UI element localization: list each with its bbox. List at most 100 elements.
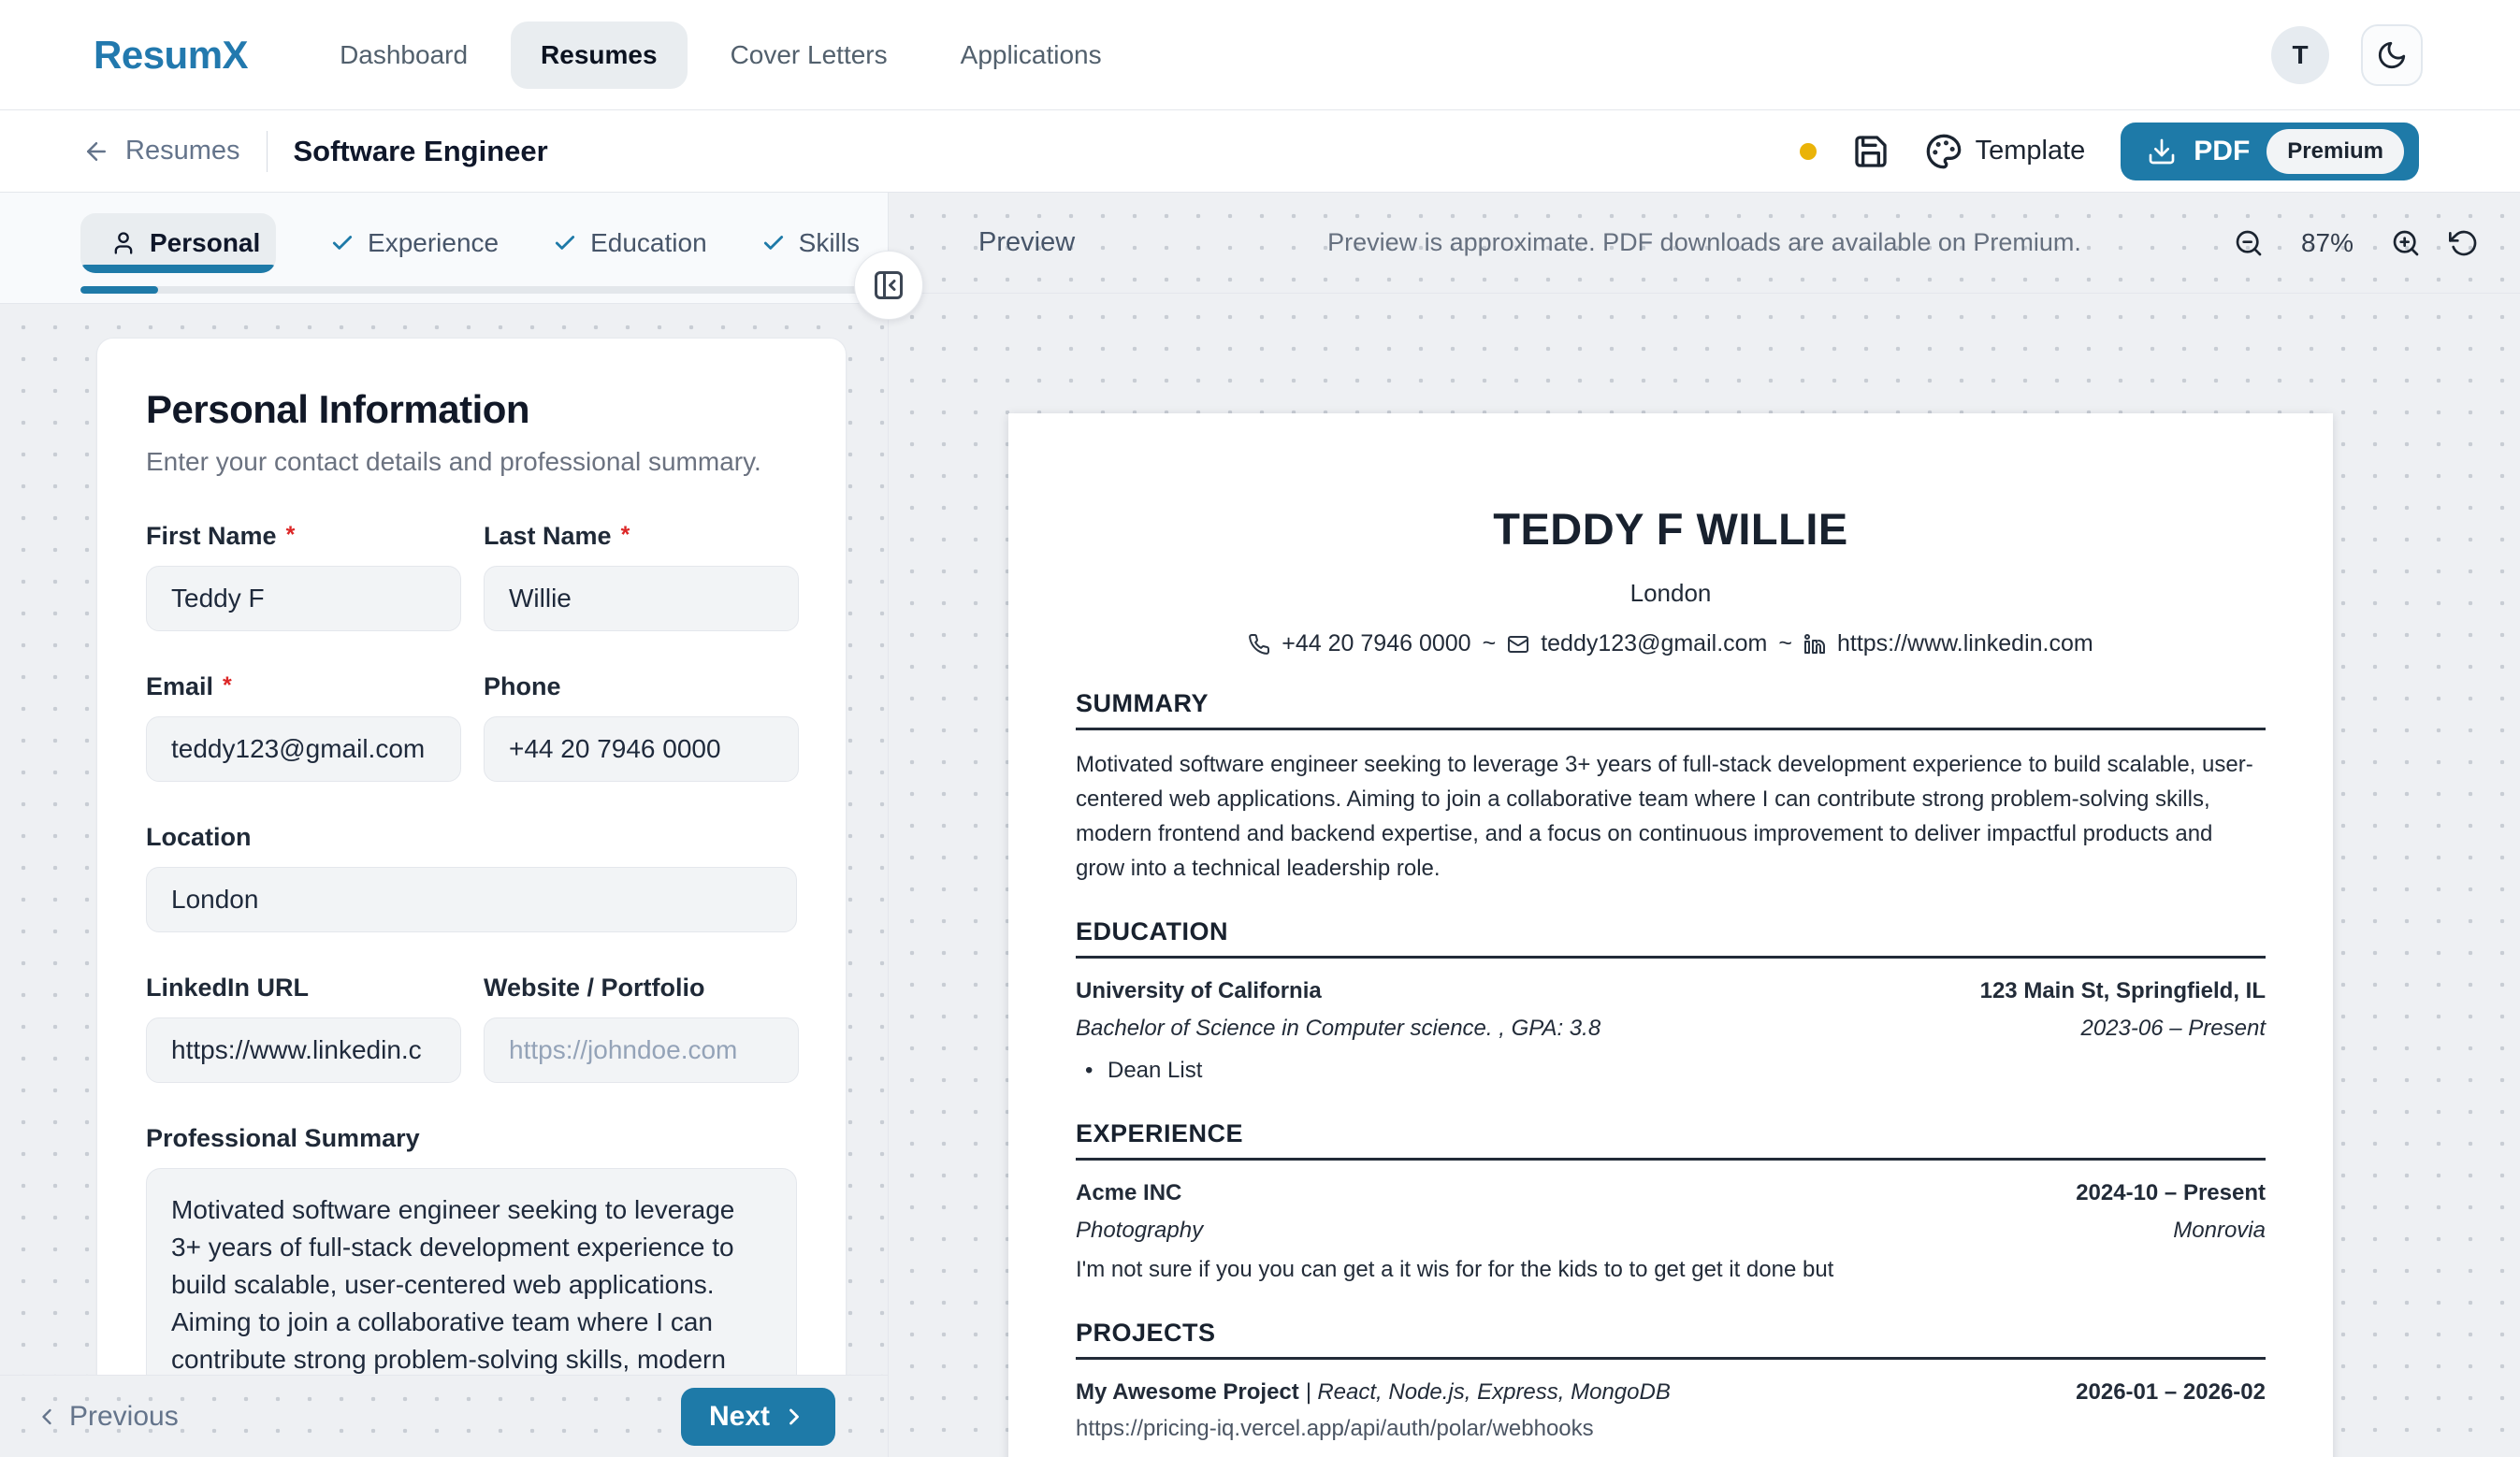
resume-summary-section: SUMMARY Motivated software engineer seek… bbox=[1076, 689, 2266, 886]
required-asterisk: * bbox=[223, 672, 232, 699]
website-label: Website / Portfolio bbox=[484, 974, 705, 1002]
resume-projects-section: PROJECTS My Awesome Project | React, Nod… bbox=[1076, 1319, 2266, 1457]
contact-separator: ~ bbox=[1778, 630, 1792, 656]
editor-panel: Personal Experience Education bbox=[0, 193, 889, 1457]
first-name-field[interactable] bbox=[146, 566, 461, 631]
divider bbox=[266, 130, 268, 172]
resume-page: TEDDY F WILLIE London +44 20 7946 0000 ~… bbox=[1008, 413, 2333, 1457]
preview-canvas[interactable]: TEDDY F WILLIE London +44 20 7946 0000 ~… bbox=[889, 294, 2520, 1457]
main-nav: Dashboard Resumes Cover Letters Applicat… bbox=[310, 21, 1132, 89]
resume-location: London bbox=[1629, 579, 1712, 607]
collapse-editor-button[interactable] bbox=[854, 251, 923, 320]
download-pdf-button[interactable]: PDF Premium bbox=[2121, 122, 2419, 180]
preview-notice: Preview is approximate. PDF downloads ar… bbox=[1327, 228, 2081, 256]
linkedin-field[interactable] bbox=[146, 1017, 461, 1083]
check-icon bbox=[330, 231, 355, 255]
section-heading: SUMMARY bbox=[1076, 689, 1209, 717]
project-bullet: This project is a web application that e… bbox=[1076, 1451, 2266, 1457]
education-bullet: Dean List bbox=[1076, 1054, 2266, 1088]
wizard-progress-bar bbox=[80, 286, 860, 294]
website-field[interactable] bbox=[484, 1017, 799, 1083]
section-heading: EXPERIENCE bbox=[1076, 1119, 1244, 1147]
education-dates: 2023-06 – Present bbox=[2080, 1016, 2266, 1041]
project-name: My Awesome Project bbox=[1076, 1379, 1299, 1405]
document-toolbar: Resumes Software Engineer Template bbox=[0, 110, 2520, 193]
preview-title: Preview bbox=[978, 227, 1076, 257]
template-label: Template bbox=[1975, 136, 2086, 166]
dark-mode-toggle[interactable] bbox=[2361, 23, 2423, 86]
contact-separator: ~ bbox=[1482, 630, 1497, 656]
app-logo[interactable]: ResumX bbox=[94, 32, 249, 77]
panel-collapse-icon bbox=[872, 268, 905, 302]
next-button[interactable]: Next bbox=[680, 1387, 835, 1446]
mail-icon bbox=[1507, 633, 1529, 656]
wizard-footer: Previous Next bbox=[0, 1375, 888, 1457]
resume-education-section: EDUCATION University of California 123 M… bbox=[1076, 917, 2266, 1088]
location-label: Location bbox=[146, 823, 252, 851]
linkedin-label: LinkedIn URL bbox=[146, 974, 309, 1002]
template-button[interactable]: Template bbox=[1925, 133, 2086, 170]
education-degree: Bachelor of Science in Computer science.… bbox=[1076, 1016, 1601, 1041]
nav-applications[interactable]: Applications bbox=[960, 39, 1102, 69]
unsaved-changes-dot bbox=[1799, 142, 1817, 160]
contact-email: teddy123@gmail.com bbox=[1541, 630, 1768, 656]
section-rule bbox=[1076, 956, 2266, 959]
download-icon bbox=[2147, 137, 2177, 166]
moon-icon bbox=[2376, 39, 2408, 71]
tab-skills[interactable]: Skills bbox=[761, 213, 860, 273]
page-title: Software Engineer bbox=[293, 134, 548, 167]
arrow-left-icon bbox=[82, 137, 110, 166]
tab-personal[interactable]: Personal bbox=[80, 213, 277, 273]
tab-education[interactable]: Education bbox=[553, 213, 707, 273]
premium-badge: Premium bbox=[2267, 128, 2404, 174]
linkedin-icon bbox=[1803, 633, 1826, 656]
contact-linkedin: https://www.linkedin.com bbox=[1836, 630, 2093, 656]
experience-place: Monrovia bbox=[2173, 1218, 2266, 1243]
tab-label: Experience bbox=[368, 228, 500, 257]
section-rule bbox=[1076, 1158, 2266, 1161]
chevron-right-icon bbox=[781, 1404, 807, 1430]
back-label: Resumes bbox=[125, 136, 240, 166]
tab-experience[interactable]: Experience bbox=[330, 213, 499, 273]
tab-label: Skills bbox=[798, 228, 860, 257]
experience-dates: 2024-10 – Present bbox=[2076, 1180, 2266, 1205]
required-asterisk: * bbox=[620, 522, 630, 548]
last-name-label: Last Name * bbox=[484, 522, 630, 550]
card-title: Personal Information bbox=[146, 387, 530, 431]
education-address: 123 Main St, Springfield, IL bbox=[1979, 978, 2266, 1003]
section-heading: PROJECTS bbox=[1076, 1319, 1216, 1347]
preview-panel: Preview Preview is approximate. PDF down… bbox=[889, 193, 2520, 1457]
previous-button[interactable]: Previous bbox=[34, 1401, 179, 1433]
project-dates: 2026-01 – 2026-02 bbox=[2076, 1379, 2266, 1405]
project-url: https://pricing-iq.vercel.app/api/auth/p… bbox=[1076, 1416, 1594, 1441]
chevron-left-icon bbox=[34, 1404, 60, 1430]
check-icon bbox=[553, 231, 577, 255]
save-icon bbox=[1852, 133, 1890, 170]
section-heading: EDUCATION bbox=[1076, 917, 1228, 945]
phone-field[interactable] bbox=[484, 716, 799, 782]
form-scroll-area[interactable]: Personal Information Enter your contact … bbox=[0, 304, 888, 1375]
experience-role: Photography bbox=[1076, 1218, 1204, 1243]
back-to-resumes-button[interactable]: Resumes bbox=[82, 136, 240, 166]
zoom-out-button[interactable] bbox=[2234, 228, 2264, 258]
nav-dashboard[interactable]: Dashboard bbox=[340, 39, 469, 69]
phone-icon bbox=[1248, 633, 1270, 656]
nav-resumes[interactable]: Resumes bbox=[511, 21, 688, 89]
nav-cover-letters[interactable]: Cover Letters bbox=[730, 39, 888, 69]
avatar[interactable]: T bbox=[2271, 25, 2329, 84]
last-name-field[interactable] bbox=[484, 566, 799, 631]
summary-text: Motivated software engineer seeking to l… bbox=[1076, 752, 2253, 881]
section-rule bbox=[1076, 1357, 2266, 1360]
email-field[interactable] bbox=[146, 716, 461, 782]
required-asterisk: * bbox=[285, 522, 296, 548]
summary-field[interactable]: Motivated software engineer seeking to l… bbox=[146, 1168, 797, 1375]
pdf-label: PDF bbox=[2194, 135, 2251, 166]
save-button[interactable] bbox=[1852, 133, 1890, 170]
palette-icon bbox=[1925, 133, 1962, 170]
personal-information-card: Personal Information Enter your contact … bbox=[96, 338, 847, 1375]
tab-label: Education bbox=[590, 228, 707, 257]
location-field[interactable] bbox=[146, 867, 797, 932]
zoom-in-button[interactable] bbox=[2391, 228, 2421, 258]
resume-name: TEDDY F WILLIE bbox=[1493, 504, 1848, 554]
reset-zoom-button[interactable] bbox=[2449, 228, 2479, 258]
